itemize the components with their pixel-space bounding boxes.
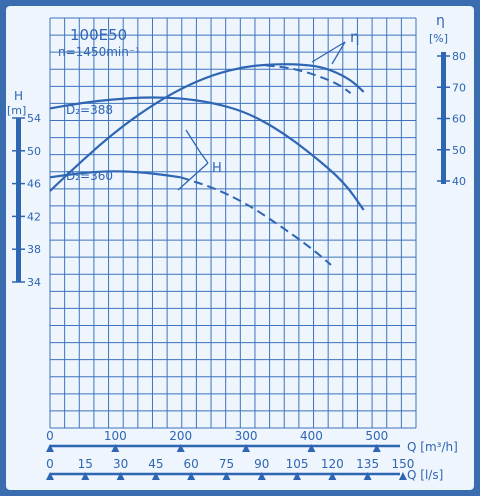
- x-axis-q-m3h-tick-label: 200: [169, 429, 192, 443]
- eta-leader-2: [331, 41, 346, 65]
- x-axis-q-ls-tick-label: 60: [184, 457, 199, 471]
- x-axis-q-ls-tick-label: 105: [286, 457, 309, 471]
- y-axis-eta-tick-label: 40: [452, 175, 466, 188]
- eta-annotation-label: η: [350, 28, 360, 46]
- y-axis-eta-tick-label: 60: [452, 113, 466, 126]
- y-axis-eta-tick-label: 50: [452, 144, 466, 157]
- x-axis-q-ls-tick-marker: [398, 472, 407, 480]
- x-axis-q-m3h-tick-marker: [111, 444, 120, 452]
- h-leader-2: [177, 162, 209, 191]
- x-axis-q-m3h-tick-label: 400: [300, 429, 323, 443]
- x-axis-q-ls-tick-label: 120: [321, 457, 344, 471]
- x-axis-q-ls-tick-label: 90: [254, 457, 269, 471]
- x-axis-q-ls-label: Q [l/s]: [407, 468, 443, 482]
- x-axis-q-m3h-tick-label: 100: [104, 429, 127, 443]
- x-axis-q-ls-tick-marker: [363, 472, 372, 480]
- y-axis-eta-ticks: 40 50 60 70 80: [437, 50, 466, 188]
- y-axis-h-label: H: [14, 89, 23, 103]
- x-axis-q-ls-tick-marker: [187, 472, 196, 480]
- x-axis-q-ls-tick-marker: [293, 472, 302, 480]
- curve-eta-d388: [49, 63, 365, 192]
- x-axis-q-ls-tick-label: 150: [391, 457, 414, 471]
- y-axis-eta-unit: [%]: [429, 32, 448, 45]
- x-axis-q-m3h-tick-label: 500: [365, 429, 388, 443]
- x-axis-q-ls-tick-marker: [222, 472, 231, 480]
- x-axis-q-m3h-tick-label: 0: [46, 429, 54, 443]
- x-axis-q-m3h-label: Q [m³/h]: [407, 440, 458, 454]
- x-axis-q-ls-tick-marker: [81, 472, 90, 480]
- y-axis-h-tick-label: 42: [27, 210, 41, 223]
- x-axis-q-ls-ticks: 0 15 30 45 60 75 90 105 120 135 150: [46, 457, 414, 480]
- chart-title: 100E50: [70, 26, 127, 44]
- y-axis-h-tick-label: 38: [27, 243, 41, 256]
- y-axis-h-scale-bar: [16, 118, 21, 282]
- x-axis-q-m3h-tick-marker: [307, 444, 316, 452]
- curve-h-d360-dashed: [180, 176, 332, 266]
- h-leader-1b: [185, 129, 201, 153]
- y-axis-h-unit: [m]: [7, 104, 26, 117]
- y-axis-h-tick-label: 54: [27, 112, 41, 125]
- d360-label: D₂=360: [66, 169, 113, 183]
- x-axis-q-ls-tick-marker: [46, 472, 54, 480]
- x-axis-q-m3h-tick-marker: [372, 444, 381, 452]
- y-axis-h-ticks: 34 38 42 46 50 54: [12, 112, 41, 289]
- annotation-leaders: [177, 41, 346, 191]
- x-axis-q-ls-tick-marker: [257, 472, 266, 480]
- y-axis-eta-label: η: [436, 13, 445, 29]
- curve-h-d360: [49, 170, 181, 179]
- x-axis-q-ls-tick-marker: [116, 472, 125, 480]
- y-axis-eta-tick-label: 80: [452, 50, 466, 63]
- x-axis-q-m3h-ticks: 0 100 200 300 400 500: [46, 429, 388, 452]
- h-leader-1: [199, 151, 209, 164]
- x-axis-q-ls-tick-label: 75: [219, 457, 234, 471]
- curve-h-d388: [49, 96, 365, 211]
- curves-layer: [49, 63, 365, 266]
- y-axis-eta-tick-label: 70: [452, 81, 466, 94]
- x-axis-q-ls-tick-marker: [328, 472, 337, 480]
- x-axis-q-m3h-tick-marker: [46, 444, 54, 452]
- x-axis-q-m3h-tick-label: 300: [235, 429, 258, 443]
- y-axis-h-tick-label: 46: [27, 178, 41, 191]
- y-axis-h-tick-label: 34: [27, 276, 41, 289]
- x-axis-q-ls-tick-label: 45: [148, 457, 163, 471]
- x-axis-q-ls-tick-label: 0: [46, 457, 54, 471]
- curve-eta-d360-dashed: [265, 64, 352, 94]
- h-annotation-label: H: [212, 161, 222, 176]
- x-axis-q-m3h-tick-marker: [176, 444, 185, 452]
- eta-leader-1: [311, 41, 346, 63]
- x-axis-q-ls-tick-label: 30: [113, 457, 128, 471]
- y-axis-h-tick-label: 50: [27, 145, 41, 158]
- x-axis-q-ls-tick-marker: [151, 472, 160, 480]
- x-axis-q-ls-tick-label: 135: [356, 457, 379, 471]
- chart-grid: [49, 17, 417, 429]
- x-axis-q-m3h-tick-marker: [242, 444, 251, 452]
- chart-subtitle: n=1450min⁻¹: [58, 45, 140, 59]
- d388-label: D₂=388: [66, 103, 113, 117]
- x-axis-q-ls-tick-label: 15: [78, 457, 93, 471]
